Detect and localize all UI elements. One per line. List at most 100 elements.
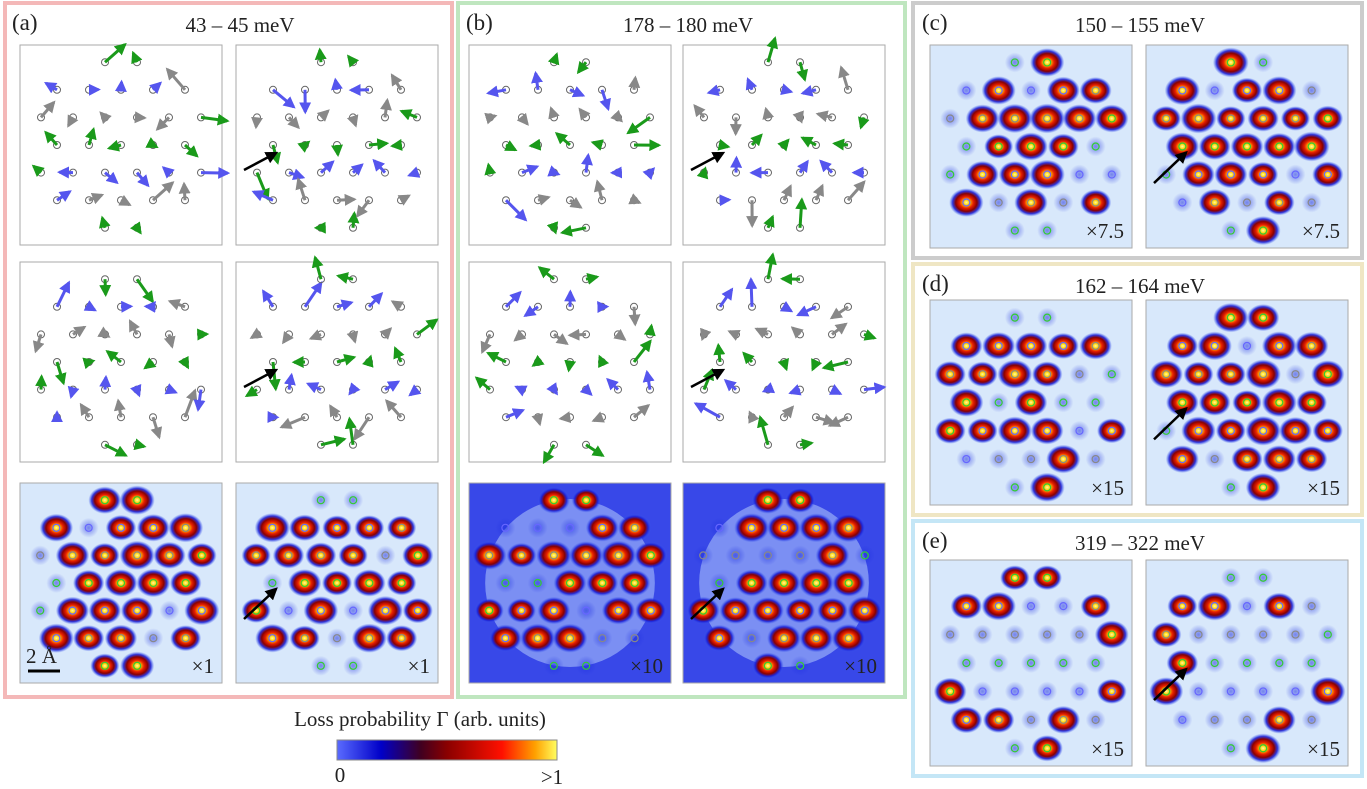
intensity-weak bbox=[1021, 653, 1041, 673]
colorbar-label: Loss probability Γ (arb. units) bbox=[294, 707, 546, 731]
intensity-blob bbox=[951, 593, 983, 619]
intensity-blob bbox=[1199, 133, 1231, 160]
intensity-weak bbox=[1237, 710, 1257, 730]
displacement-arrow bbox=[337, 199, 354, 200]
intensity-weak bbox=[1069, 165, 1089, 185]
intensity-blob bbox=[288, 569, 321, 597]
intensity-blob bbox=[1032, 361, 1063, 387]
intensity-blob bbox=[949, 188, 983, 217]
intensity-weak bbox=[1205, 449, 1225, 469]
intensity-blob bbox=[338, 543, 367, 568]
intensity-weak bbox=[1053, 596, 1073, 616]
intensity-blob bbox=[489, 624, 522, 651]
intensity-blob bbox=[368, 596, 403, 625]
intensity-weak bbox=[143, 628, 163, 648]
intensity-blob bbox=[1310, 677, 1345, 707]
intensity-blob bbox=[618, 514, 652, 542]
intensity-weak bbox=[1285, 364, 1305, 384]
colorbar-max: >1 bbox=[541, 765, 563, 789]
intensity-blob bbox=[1263, 133, 1296, 160]
displacement-arrow bbox=[256, 117, 257, 127]
intensity-blob bbox=[1245, 416, 1281, 446]
intensity-blob bbox=[982, 76, 1016, 105]
intensity-weak bbox=[1005, 221, 1025, 241]
displacement-arrow bbox=[105, 279, 106, 294]
intensity-weak bbox=[1237, 336, 1257, 356]
intensity-blob bbox=[402, 542, 433, 568]
displacement-arrow bbox=[89, 361, 93, 362]
intensity-weak bbox=[790, 545, 810, 565]
intensity-weak bbox=[940, 108, 960, 128]
intensity-blob bbox=[1294, 132, 1330, 162]
intensity-blob bbox=[817, 598, 848, 624]
displacement-arrow bbox=[569, 362, 570, 370]
intensity-weak bbox=[989, 193, 1009, 213]
intensity-weak bbox=[1069, 681, 1089, 701]
displacement-arrow bbox=[392, 145, 401, 146]
scale-factor: ×7.5 bbox=[1086, 219, 1124, 243]
intensity-blob bbox=[998, 416, 1032, 445]
intensity-blob bbox=[1248, 162, 1278, 187]
scale-factor: ×10 bbox=[630, 654, 663, 678]
intensity-blob bbox=[1081, 593, 1111, 618]
intensity-blob bbox=[703, 625, 735, 652]
intensity-blob bbox=[322, 570, 352, 595]
intensity-blob bbox=[767, 624, 801, 653]
displacement-arrow bbox=[704, 168, 705, 172]
intensity-weak bbox=[1221, 625, 1241, 645]
displacement-arrow bbox=[800, 200, 802, 228]
intensity-blob bbox=[403, 598, 433, 623]
intensity-blob bbox=[538, 487, 570, 514]
intensity-blob bbox=[1213, 303, 1248, 332]
intensity-blob bbox=[984, 134, 1013, 158]
displacement-arrow bbox=[71, 390, 73, 397]
scale-factor: ×7.5 bbox=[1302, 219, 1340, 243]
intensity-blob bbox=[305, 542, 336, 568]
intensity-weak bbox=[1005, 477, 1025, 497]
intensity-weak bbox=[1221, 477, 1241, 497]
displacement-arrow bbox=[105, 334, 109, 336]
displacement-arrow bbox=[634, 78, 635, 90]
intensity-weak bbox=[956, 653, 976, 673]
intensity-blob bbox=[73, 625, 104, 651]
scale-factor: ×1 bbox=[192, 654, 214, 678]
intensity-weak bbox=[973, 681, 993, 701]
displacement-arrow bbox=[137, 445, 144, 447]
intensity-blob bbox=[1216, 418, 1246, 443]
panel-title: 150 – 155 meV bbox=[1075, 13, 1205, 37]
intensity-blob bbox=[1312, 161, 1343, 187]
intensity-blob bbox=[1231, 133, 1264, 161]
displacement-arrow bbox=[702, 334, 704, 338]
intensity-weak bbox=[279, 601, 299, 621]
intensity-weak bbox=[956, 449, 976, 469]
intensity-blob bbox=[1149, 677, 1183, 706]
intensity-blob bbox=[289, 515, 321, 541]
intensity-blob bbox=[736, 570, 768, 597]
intensity-weak bbox=[495, 573, 515, 593]
intensity-blob bbox=[934, 678, 967, 706]
intensity-weak bbox=[1005, 738, 1025, 758]
displacement-arrow bbox=[561, 417, 570, 418]
intensity-blob bbox=[536, 541, 571, 571]
displacement-arrow bbox=[764, 390, 768, 392]
intensity-weak bbox=[343, 656, 363, 676]
scale-bar-label: 2 Å bbox=[26, 644, 58, 668]
intensity-blob bbox=[553, 624, 588, 653]
intensity-weak bbox=[1253, 568, 1273, 588]
displacement-arrow bbox=[800, 443, 812, 445]
intensity-blob bbox=[1262, 388, 1297, 417]
intensity-blob bbox=[816, 541, 850, 569]
colorbar-min: 0 bbox=[335, 763, 346, 787]
intensity-blob bbox=[752, 487, 785, 514]
intensity-blob bbox=[719, 597, 751, 624]
intensity-blob bbox=[537, 597, 570, 625]
intensity-weak bbox=[940, 165, 960, 185]
scale-factor: ×15 bbox=[1091, 737, 1124, 761]
intensity-weak bbox=[726, 545, 746, 565]
intensity-weak bbox=[693, 545, 713, 565]
intensity-weak bbox=[1221, 738, 1241, 758]
intensity-weak bbox=[1156, 421, 1176, 441]
displacement-arrow bbox=[554, 173, 558, 175]
intensity-weak bbox=[1069, 421, 1089, 441]
intensity-blob bbox=[950, 332, 982, 359]
